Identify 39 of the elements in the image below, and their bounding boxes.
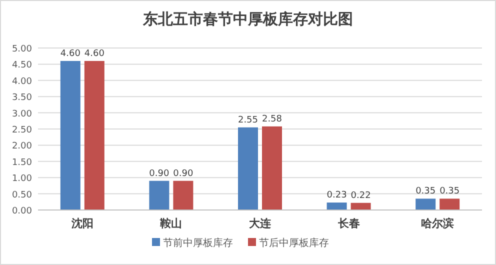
x-tick-label: 哈尔滨 [421,217,454,230]
data-label: 0.90 [149,168,170,179]
bar [60,60,80,210]
y-tick-label: 2.00 [12,142,32,152]
bar [350,202,371,210]
y-tick-label: 4.50 [12,60,32,71]
y-tick-label: 5.00 [12,44,32,54]
bar [440,198,460,210]
chart-title: 东北五市春节中厚板库存对比图 [142,10,353,28]
data-label: 2.55 [238,115,258,126]
y-tick-label: 1.00 [12,174,32,184]
x-tick-label: 鞍山 [159,217,182,230]
y-tick-label: 2.50 [12,126,32,136]
y-tick-label: 3.50 [12,93,32,104]
data-label: 0.22 [350,190,371,201]
y-tick-label: 3.00 [12,109,32,120]
data-label: 4.60 [84,48,105,59]
y-tick-label: 0.00 [12,206,32,216]
data-label: 0.35 [440,186,460,197]
y-tick-label: 0.50 [12,190,32,200]
bar [416,198,436,210]
data-label: 4.60 [60,48,81,59]
y-tick-label: 4.00 [12,76,32,87]
x-tick-label: 大连 [249,217,272,230]
legend-label: 节前中厚板库存 [163,237,233,249]
bar [149,180,170,210]
legend-label: 节后中厚板库存 [259,237,329,249]
bar [173,180,194,210]
bar [84,60,104,210]
x-tick-label: 沈阳 [70,217,94,230]
y-tick-label: 1.50 [12,158,32,168]
data-label: 2.58 [262,114,282,124]
bar [262,126,282,210]
x-tick-label: 长春 [336,217,360,230]
bar [238,127,258,210]
data-label: 0.23 [326,190,347,201]
data-label: 0.35 [416,186,436,197]
data-label: 0.90 [173,168,194,179]
bar [326,202,347,210]
